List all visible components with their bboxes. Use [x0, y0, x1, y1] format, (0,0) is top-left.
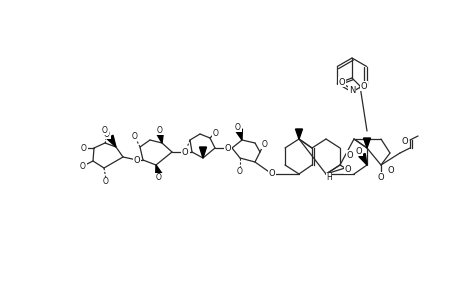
Text: O: O	[236, 167, 242, 176]
Text: O: O	[183, 148, 189, 158]
Text: O: O	[346, 151, 353, 160]
Text: O: O	[213, 128, 218, 137]
Text: O: O	[344, 164, 351, 173]
Polygon shape	[363, 138, 369, 148]
Text: O: O	[387, 166, 393, 175]
Text: O: O	[262, 140, 267, 148]
Polygon shape	[295, 129, 302, 139]
Text: O: O	[103, 178, 109, 187]
Text: O: O	[80, 161, 86, 170]
Text: O: O	[134, 155, 140, 164]
Text: O: O	[157, 125, 162, 134]
Text: O: O	[156, 173, 162, 182]
Text: O: O	[104, 130, 110, 139]
Text: O: O	[268, 169, 275, 178]
Polygon shape	[156, 132, 163, 143]
Polygon shape	[358, 153, 366, 165]
Text: O: O	[81, 143, 87, 152]
Text: O: O	[181, 148, 188, 157]
Text: O: O	[377, 172, 383, 182]
Text: O: O	[338, 77, 345, 86]
Text: N: N	[348, 85, 354, 94]
Text: O: O	[224, 143, 231, 152]
Text: O: O	[102, 125, 108, 134]
Text: O: O	[360, 82, 367, 91]
Text: O: O	[401, 136, 408, 146]
Polygon shape	[155, 165, 162, 176]
Text: H: H	[325, 173, 331, 182]
Text: O: O	[355, 146, 362, 155]
Text: O: O	[235, 122, 241, 131]
Polygon shape	[235, 129, 242, 140]
Polygon shape	[199, 147, 206, 158]
Text: O: O	[132, 131, 138, 140]
Polygon shape	[107, 135, 116, 147]
